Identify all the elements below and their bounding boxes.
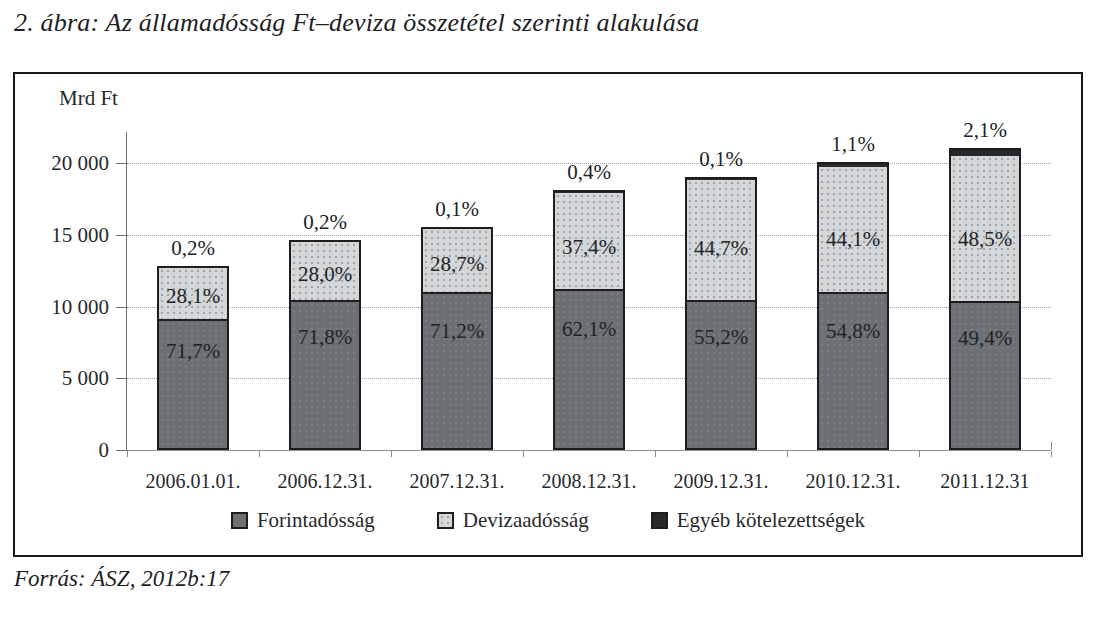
bar-label-forintadossag-pct: 71,7% (127, 338, 259, 364)
bar-label-devizaadossag-pct: 48,5% (919, 226, 1051, 252)
x-axis-tick (655, 451, 656, 457)
legend-item-egyeb-kotelezettsegek: Egyéb kötelezettségek (651, 508, 865, 533)
x-axis-tick (1051, 451, 1052, 457)
legend: Forintadósság Devizaadósság Egyéb kötele… (15, 508, 1081, 533)
bar-label-egyeb-pct: 0,4% (523, 159, 655, 185)
y-axis-tick-label: 20 000 (15, 150, 116, 176)
bar-label-forintadossag-pct: 62,1% (523, 316, 655, 342)
legend-label: Forintadósság (257, 508, 375, 533)
y-axis-tick (116, 307, 126, 308)
y-axis-tick (116, 235, 126, 236)
bar-label-egyeb-pct: 0,1% (391, 196, 523, 222)
y-axis-tick-label: 5 000 (15, 365, 116, 391)
bar-label-egyeb-pct: 0,2% (127, 235, 259, 261)
figure-title: 2. ábra: Az államadósság Ft–deviza össze… (14, 8, 699, 38)
bar-segment-forintadossag (819, 292, 887, 448)
legend-swatch-forintadossag (231, 512, 248, 529)
bar-label-forintadossag-pct: 49,4% (919, 325, 1051, 351)
bar-label-devizaadossag-pct: 44,7% (655, 235, 787, 261)
bar-segment-forintadossag (555, 289, 623, 448)
bar-segment-forintadossag (687, 300, 755, 448)
bar-label-devizaadossag-pct: 28,1% (127, 283, 259, 309)
legend-item-forintadossag: Forintadósság (231, 508, 375, 533)
y-axis-tick (116, 163, 126, 164)
bar-label-forintadossag-pct: 71,8% (259, 324, 391, 350)
bar-segment-forintadossag (951, 301, 1019, 448)
bar-label-forintadossag-pct: 71,2% (391, 318, 523, 344)
bar-label-forintadossag-pct: 54,8% (787, 318, 919, 344)
x-axis-tick (259, 451, 260, 457)
x-axis-label: 2011.12.31 (919, 469, 1051, 493)
stacked-bar (685, 177, 757, 450)
legend-label: Devizaadósság (463, 508, 589, 533)
y-axis-tick-label: 10 000 (15, 294, 116, 320)
y-axis-tick (116, 450, 126, 451)
legend-swatch-devizaadossag (437, 512, 454, 529)
plot-area: 71,7%28,1%0,2%71,8%28,0%0,2%71,2%28,7%0,… (127, 74, 1051, 451)
bar-label-forintadossag-pct: 55,2% (655, 324, 787, 350)
bar-segment-forintadossag (291, 300, 359, 448)
bar-label-egyeb-pct: 0,2% (259, 209, 391, 235)
y-axis-tick-label: 0 (15, 437, 116, 463)
bar-label-devizaadossag-pct: 44,1% (787, 226, 919, 252)
y-axis-tick-label: 15 000 (15, 222, 116, 248)
source-note: Forrás: ÁSZ, 2012b:17 (14, 566, 229, 592)
bar-label-devizaadossag-pct: 28,0% (259, 261, 391, 287)
bar-segment-forintadossag (423, 292, 491, 448)
x-axis-label: 2010.12.31. (787, 469, 919, 493)
chart-canvas: Mrd Ft 71,7%28,1%0,2%71,8%28,0%0,2%71,2%… (15, 74, 1081, 555)
x-axis-tick (127, 451, 128, 457)
x-axis-label: 2008.12.31. (523, 469, 655, 493)
figure-page: 2. ábra: Az államadósság Ft–deviza össze… (0, 0, 1097, 619)
x-axis-tick (391, 451, 392, 457)
bar-label-devizaadossag-pct: 37,4% (523, 234, 655, 260)
x-axis-label: 2007.12.31. (391, 469, 523, 493)
x-axis-label: 2006.12.31. (259, 469, 391, 493)
bar-label-devizaadossag-pct: 28,7% (391, 251, 523, 277)
x-axis-label: 2009.12.31. (655, 469, 787, 493)
x-axis-label: 2006.01.01. (127, 469, 259, 493)
bar-label-egyeb-pct: 2,1% (919, 117, 1051, 143)
stacked-bar (949, 148, 1021, 450)
bar-label-egyeb-pct: 1,1% (787, 131, 919, 157)
stacked-bar (817, 162, 889, 450)
plot-right-edge-tick (1051, 442, 1052, 450)
legend-label: Egyéb kötelezettségek (677, 508, 865, 533)
bar-label-egyeb-pct: 0,1% (655, 146, 787, 172)
x-axis-tick (919, 451, 920, 457)
y-axis-unit-label: Mrd Ft (59, 86, 118, 111)
x-axis-tick (523, 451, 524, 457)
x-axis-tick (787, 451, 788, 457)
legend-swatch-egyeb-kotelezettsegek (651, 512, 668, 529)
chart-frame: Mrd Ft 71,7%28,1%0,2%71,8%28,0%0,2%71,2%… (13, 72, 1083, 557)
y-axis-tick (116, 378, 126, 379)
legend-item-devizaadossag: Devizaadósság (437, 508, 589, 533)
